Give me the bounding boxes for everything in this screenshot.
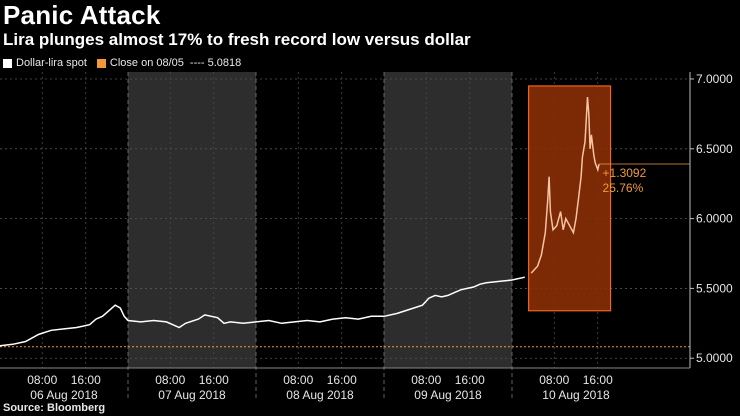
legend-label-spot: Dollar-lira spot (16, 57, 87, 69)
x-tick-label-8: 08:00 (539, 373, 569, 387)
legend-value-close: ---- 5.0818 (189, 57, 242, 69)
legend-swatch-close (96, 58, 106, 68)
x-tick-label-7: 16:00 (455, 373, 485, 387)
annotation-percent: 25.76% (603, 181, 644, 195)
day-label-1: 07 Aug 2018 (158, 388, 226, 402)
day-band-1 (384, 72, 512, 368)
x-tick-label-6: 08:00 (411, 373, 441, 387)
x-tick-label-3: 16:00 (199, 373, 229, 387)
chart-title: Panic Attack (3, 0, 161, 30)
x-tick-label-2: 08:00 (155, 373, 185, 387)
source-note: Source: Bloomberg (3, 402, 106, 414)
annotation-change: +1.3092 (603, 166, 647, 180)
series-line-spot (0, 276, 525, 347)
x-tick-label-1: 16:00 (71, 373, 101, 387)
day-label-3: 09 Aug 2018 (414, 388, 482, 402)
y-tick-label-4: 7.0000 (696, 72, 733, 86)
x-tick-label-5: 16:00 (327, 373, 357, 387)
day-band-0 (128, 72, 256, 368)
legend: Dollar-lira spot Close on 08/05 ---- 5.0… (3, 57, 251, 69)
y-tick-label-1: 5.5000 (696, 281, 733, 295)
legend-swatch-spot (3, 58, 12, 68)
x-tick-label-4: 08:00 (283, 373, 313, 387)
chart-subtitle: Lira plunges almost 17% to fresh record … (3, 30, 471, 49)
legend-label-close: Close on 08/05 (109, 57, 184, 69)
y-tick-label-0: 5.0000 (696, 351, 733, 365)
day-label-4: 10 Aug 2018 (542, 388, 610, 402)
series-line-spot-highlighted (530, 97, 600, 274)
highlight-box (528, 85, 612, 312)
x-tick-label-9: 16:00 (583, 373, 613, 387)
y-tick-label-2: 6.0000 (696, 212, 733, 226)
x-tick-label-0: 08:00 (27, 373, 57, 387)
legend-item-close: Close on 08/05 ---- 5.0818 (96, 57, 242, 69)
day-label-2: 08 Aug 2018 (286, 388, 354, 402)
legend-item-spot: Dollar-lira spot (3, 57, 87, 69)
day-label-0: 06 Aug 2018 (30, 388, 98, 402)
y-tick-label-3: 6.5000 (696, 142, 733, 156)
